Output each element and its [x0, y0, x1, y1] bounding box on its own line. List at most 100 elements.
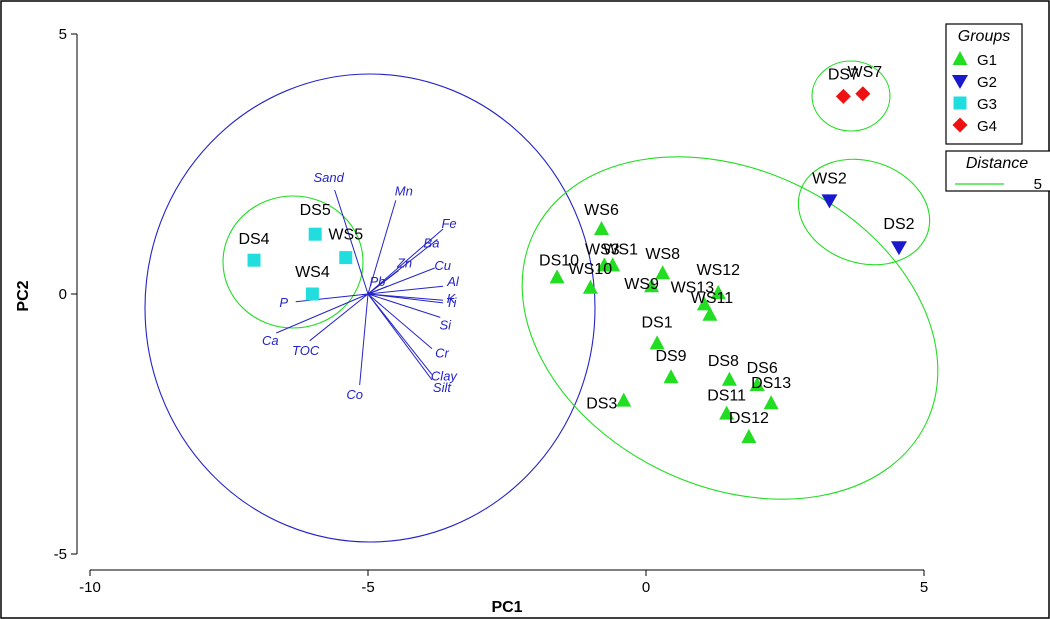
point-label: DS9	[655, 348, 686, 365]
point-label: DS11	[707, 388, 746, 405]
x-axis-title: PC1	[491, 599, 522, 616]
legend-entry-label: G2	[977, 74, 997, 91]
point-ws13	[696, 296, 712, 311]
groups-legend: Groups G1 G2 G3 G4	[945, 23, 1023, 145]
point-label: DS12	[729, 410, 769, 427]
point-ws9	[644, 278, 660, 293]
vector-cr	[367, 293, 433, 349]
y-tick-label: -5	[54, 546, 67, 563]
point-ds3	[616, 392, 632, 407]
point-ds1	[649, 335, 665, 350]
vector-circle	[144, 73, 596, 543]
point-label: DS7	[828, 66, 859, 83]
legend-marker-g3	[953, 96, 967, 110]
point-label: DS6	[747, 360, 778, 377]
cluster-g2-ellipse	[797, 158, 931, 266]
legend-entry-label: G1	[977, 52, 997, 69]
point-ws5	[339, 251, 353, 265]
vector-label: Cu	[434, 258, 451, 273]
point-label: WS11	[691, 290, 733, 307]
cluster-g4-ellipse	[811, 60, 891, 132]
point-ws11	[702, 306, 718, 321]
point-ws7	[855, 86, 871, 102]
vector-silt	[367, 293, 433, 381]
point-label: WS12	[696, 262, 740, 279]
vector-label: Ti	[446, 295, 458, 310]
point-label: DS13	[751, 375, 791, 392]
x-tick-label: -10	[79, 579, 101, 596]
vector-clay	[367, 293, 433, 375]
vector-label: Sand	[313, 170, 344, 185]
point-ws10	[582, 279, 598, 294]
point-label: WS7	[848, 64, 883, 81]
vector-toc	[309, 293, 369, 342]
legend-marker-g4	[952, 117, 968, 133]
vector-co	[359, 293, 369, 386]
legend-marker-g2	[952, 75, 968, 89]
vector-ti	[367, 293, 444, 304]
vector-label: P	[279, 295, 288, 310]
point-ws12	[710, 284, 726, 299]
point-ws2	[821, 194, 838, 209]
vector-label: Ca	[262, 333, 279, 348]
point-label: WS5	[328, 227, 363, 244]
point-label: WS2	[812, 170, 847, 187]
cluster-g3-ellipse	[222, 195, 364, 329]
point-ds5	[308, 227, 322, 241]
legend-entry-label: G4	[977, 118, 997, 135]
point-label: WS10	[569, 261, 613, 278]
point-label: DS8	[708, 353, 739, 370]
vector-label: Al	[446, 274, 460, 289]
vector-label: TOC	[292, 343, 320, 358]
point-label: DS10	[539, 252, 579, 269]
point-label: WS9	[624, 276, 659, 293]
vector-mn	[367, 200, 397, 295]
point-ds11	[719, 405, 735, 420]
vector-label: Co	[346, 387, 363, 402]
point-label: DS2	[883, 216, 914, 233]
vector-label: Mn	[395, 183, 413, 198]
point-label: DS4	[238, 231, 269, 248]
cluster-g1-ellipse	[521, 156, 939, 500]
point-ds2	[890, 241, 907, 256]
vector-label: Clay	[431, 369, 459, 384]
point-ds6	[749, 377, 765, 391]
point-ds12	[741, 429, 757, 443]
y-axis-title: PC2	[15, 280, 32, 311]
point-ds8	[721, 371, 737, 386]
legend-marker-g1	[952, 51, 968, 65]
x-tick-label: 0	[642, 579, 650, 596]
point-ws3	[596, 257, 612, 272]
y-tick-label: 5	[59, 26, 67, 43]
legend-entry-label: G3	[977, 96, 997, 113]
point-label: DS1	[642, 314, 673, 331]
vector-label: Silt	[433, 380, 452, 395]
point-ws4	[305, 287, 319, 301]
x-tick-label: 5	[920, 579, 928, 596]
vector-sand	[334, 189, 369, 295]
vector-ca	[276, 293, 369, 334]
point-label: WS4	[295, 264, 330, 281]
point-ws6	[594, 221, 610, 235]
point-label: WS1	[603, 241, 638, 258]
vector-label: Ba	[424, 235, 440, 250]
y-tick-label: 0	[59, 286, 67, 303]
point-ds7	[835, 88, 851, 104]
distance-legend-value: 5	[1034, 176, 1042, 193]
point-label: WS6	[584, 202, 619, 219]
vector-fe	[367, 228, 444, 295]
point-ds13	[763, 395, 779, 410]
point-label: DS3	[586, 396, 617, 413]
vector-zn	[367, 270, 399, 295]
groups-legend-title: Groups	[958, 28, 1010, 45]
point-label: WS13	[671, 279, 715, 296]
point-label: DS5	[300, 202, 331, 219]
point-label: WS3	[585, 241, 620, 258]
point-ds4	[247, 253, 261, 267]
vector-label: Cr	[435, 346, 449, 361]
point-ws8	[655, 265, 671, 280]
vector-label: Si	[439, 317, 452, 332]
distance-legend-title: Distance	[966, 155, 1028, 172]
